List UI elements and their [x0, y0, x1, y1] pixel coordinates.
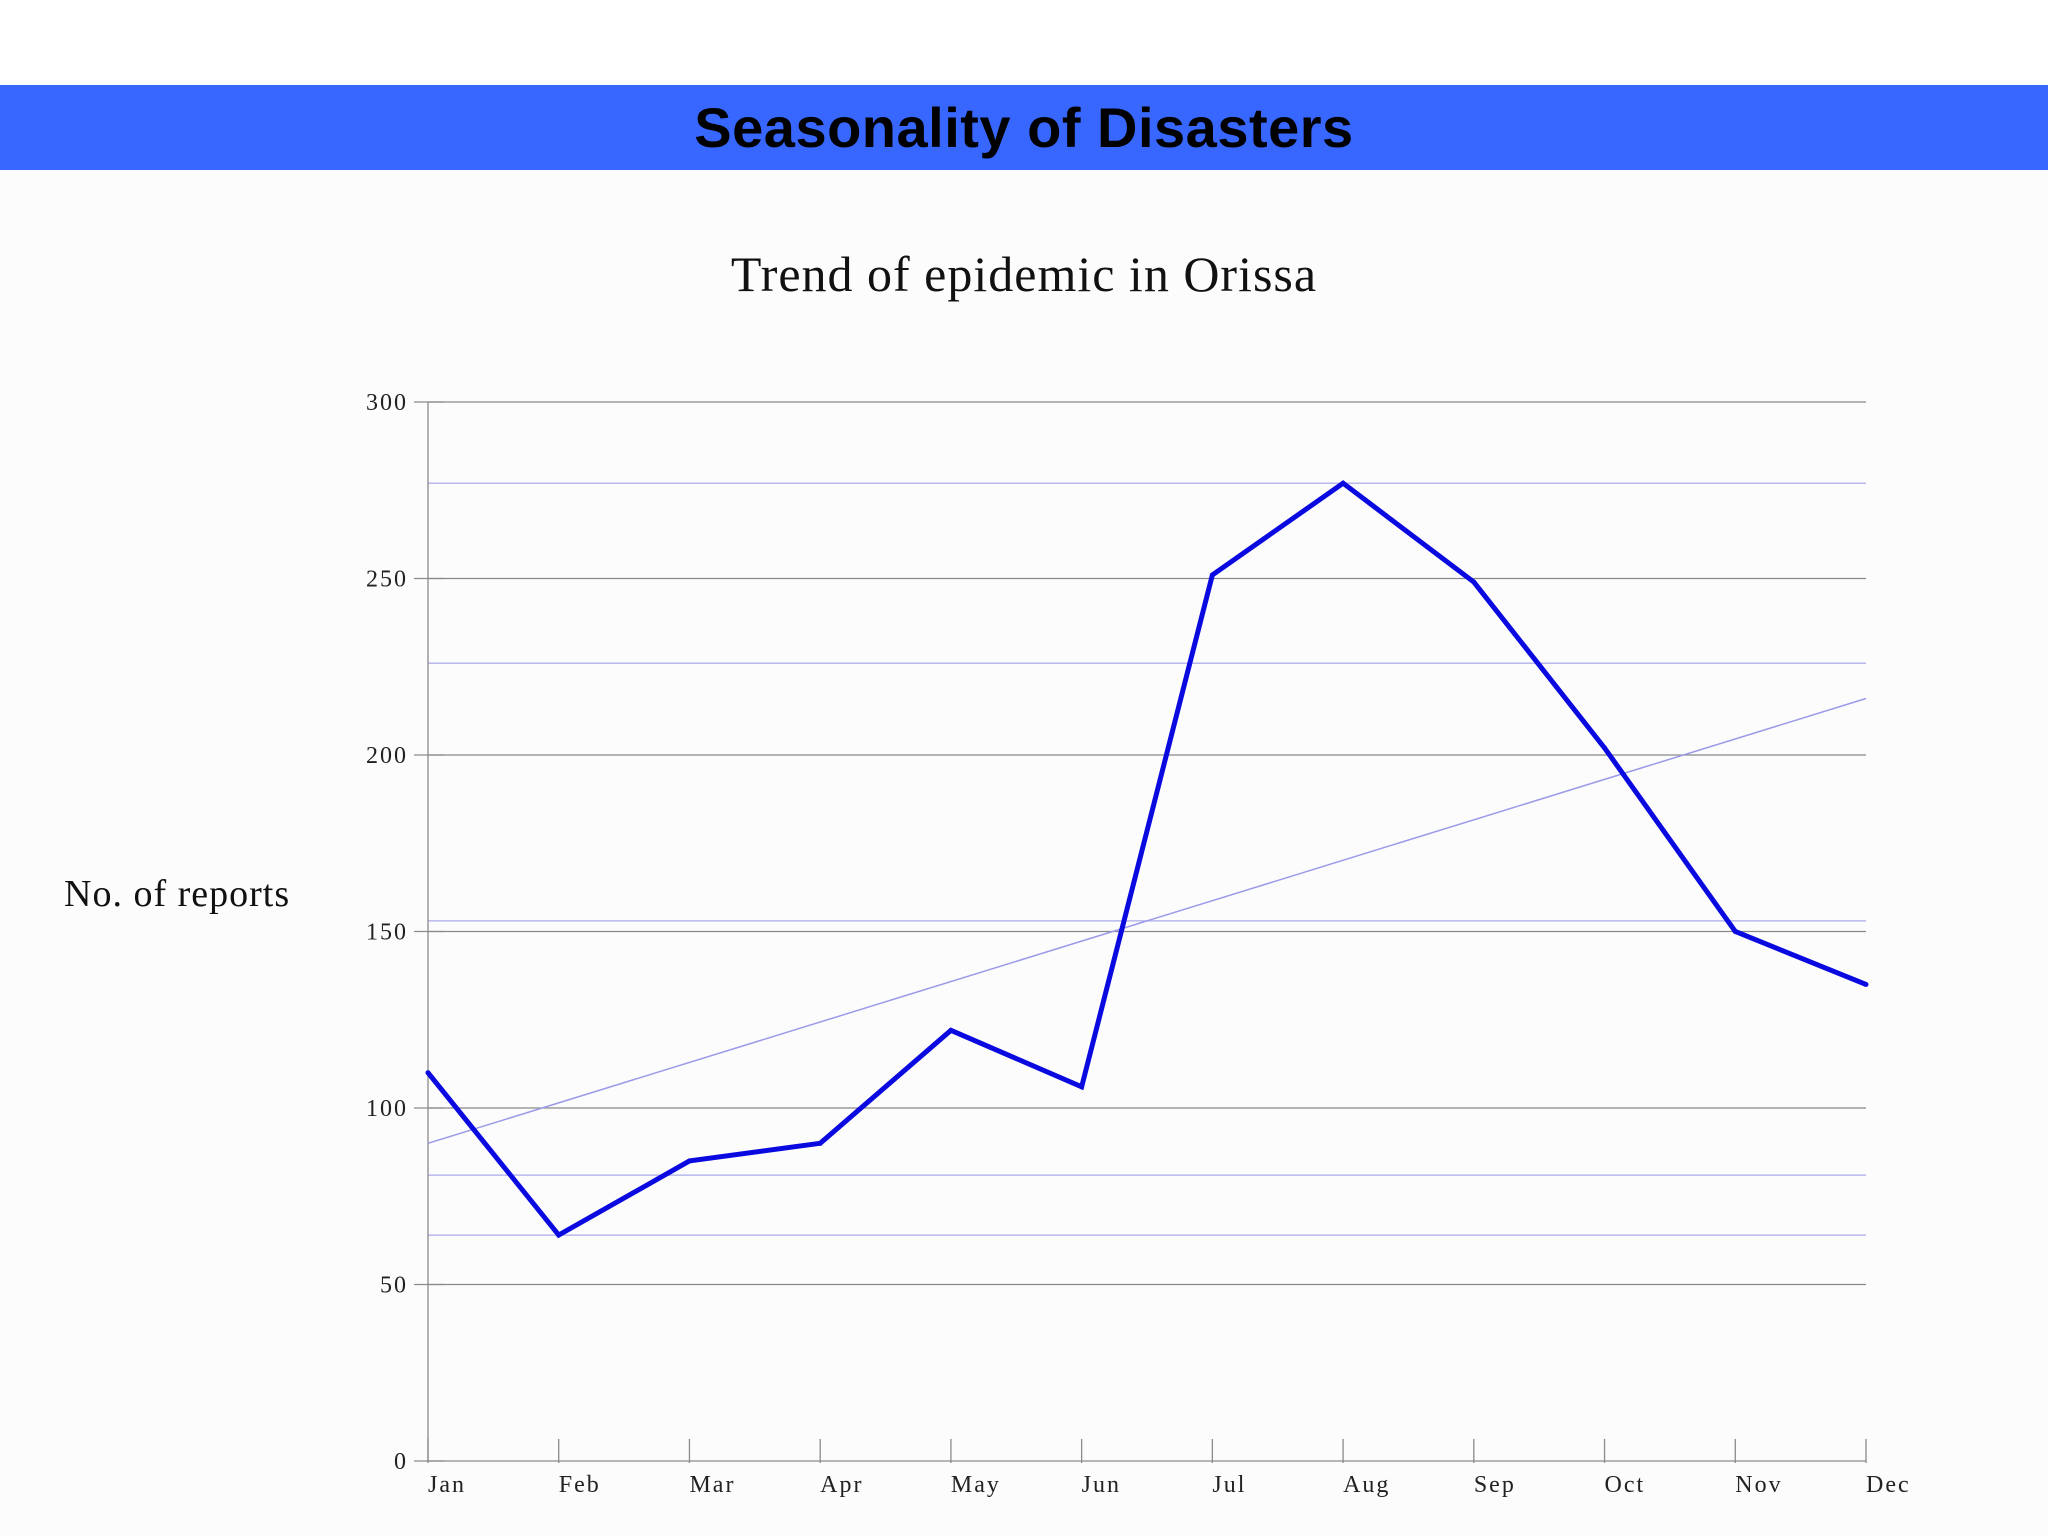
- x-tick-label-0: Jan: [428, 1472, 466, 1498]
- title-bar: Seasonality of Disasters: [0, 85, 2048, 170]
- data-point-oct: [1602, 745, 1608, 751]
- y-tick-label-2: 100: [366, 1096, 408, 1122]
- data-point-may: [948, 1027, 954, 1033]
- data-point-aug: [1340, 480, 1346, 486]
- x-tick-label-11: Dec: [1866, 1472, 1911, 1498]
- data-point-mar: [686, 1158, 692, 1164]
- data-point-nov: [1732, 929, 1738, 934]
- y-tick-label-6: 300: [366, 390, 408, 416]
- data-point-dec: [1863, 981, 1869, 987]
- x-tick-label-5: Jun: [1082, 1472, 1121, 1498]
- data-point-feb: [556, 1232, 562, 1238]
- y-tick-label-0: 0: [394, 1449, 408, 1475]
- data-point-sep: [1471, 579, 1477, 585]
- x-tick-label-9: Oct: [1605, 1472, 1646, 1498]
- data-point-apr: [817, 1140, 823, 1146]
- top-band: [0, 0, 2048, 85]
- data-point-jan: [425, 1070, 431, 1076]
- x-tick-label-10: Nov: [1735, 1472, 1782, 1498]
- x-tick-label-1: Feb: [559, 1472, 601, 1498]
- x-tick-label-3: Apr: [820, 1472, 863, 1498]
- series-line-0: [426, 480, 1867, 1239]
- x-tick-label-2: Mar: [689, 1472, 735, 1498]
- y-tick-label-1: 50: [380, 1273, 408, 1299]
- y-tick-label-4: 200: [366, 743, 408, 769]
- x-tick-label-4: May: [951, 1472, 1001, 1498]
- y-tick-label-5: 250: [366, 567, 408, 593]
- data-point-jul: [1209, 572, 1215, 578]
- data-point-jun: [1079, 1084, 1085, 1090]
- y-tick-label-3: 150: [366, 920, 408, 946]
- x-tick-label-7: Aug: [1343, 1472, 1390, 1498]
- x-tick-label-8: Sep: [1474, 1472, 1516, 1498]
- y-axis-label: No. of reports: [64, 873, 291, 915]
- x-tick-label-6: Jul: [1212, 1472, 1246, 1498]
- slide-title: Seasonality of Disasters: [694, 96, 1354, 159]
- trendline: [427, 697, 1867, 1145]
- chart-title: Trend of epidemic in Orissa: [730, 246, 1318, 302]
